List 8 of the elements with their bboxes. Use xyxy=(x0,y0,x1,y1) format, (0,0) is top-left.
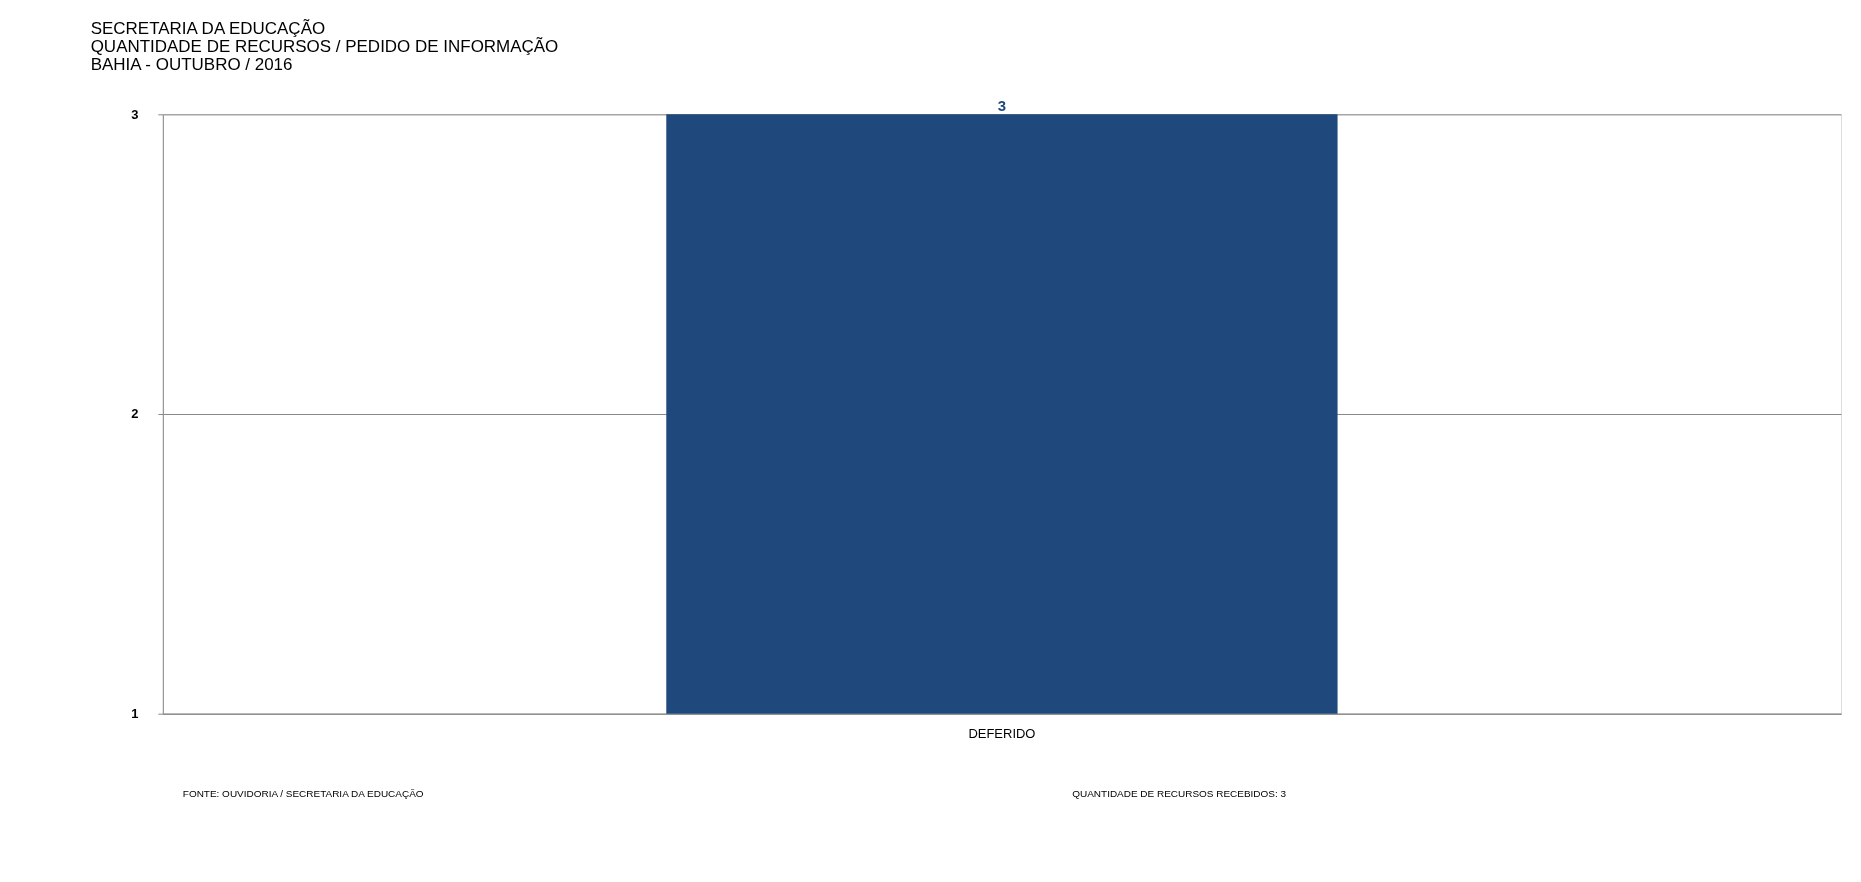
chart-title: SECRETARIA DA EDUCAÇÃO QUANTIDADE DE RECURSOS / PEDIDO DE INFORMAÇÃO BAHIA - OUTUBRO / 2016 xyxy=(90,18,559,75)
source-note: FONTE: OUVIDORIA / SECRETARIA DA EDUCAÇÃO xyxy=(182,787,424,799)
y-tick-label: 3 xyxy=(131,106,139,122)
y-tick-label: 2 xyxy=(131,406,139,422)
text: QUANTIDADE DE RECURSOS RECEBIDOS: 3 xyxy=(1072,787,1287,799)
x-tick-label: DEFERIDO xyxy=(968,726,1036,742)
data-label: 3 xyxy=(997,97,1007,115)
y-tick-label: 1 xyxy=(131,706,139,722)
